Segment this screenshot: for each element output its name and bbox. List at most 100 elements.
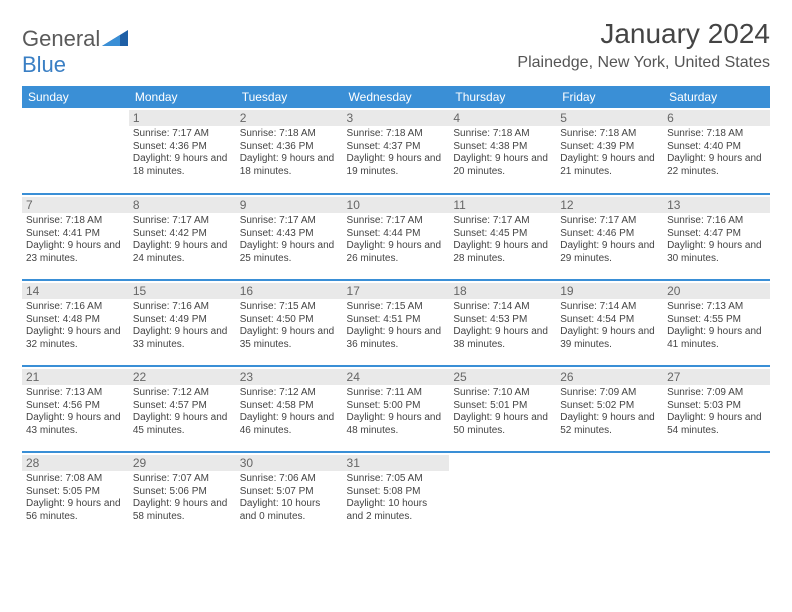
day-cell: 22Sunrise: 7:12 AMSunset: 4:57 PMDayligh… <box>129 366 236 452</box>
day-cell <box>22 108 129 194</box>
day-header: Wednesday <box>343 86 450 108</box>
day-number: 18 <box>449 283 556 299</box>
sunrise-text: Sunrise: 7:09 AM <box>667 387 766 400</box>
day-number: 28 <box>22 455 129 471</box>
day-cell: 29Sunrise: 7:07 AMSunset: 5:06 PMDayligh… <box>129 452 236 538</box>
day-details: Sunrise: 7:16 AMSunset: 4:47 PMDaylight:… <box>667 215 766 265</box>
day-details: Sunrise: 7:17 AMSunset: 4:36 PMDaylight:… <box>133 128 232 178</box>
day-cell: 4Sunrise: 7:18 AMSunset: 4:38 PMDaylight… <box>449 108 556 194</box>
sunset-text: Sunset: 4:48 PM <box>26 314 125 327</box>
day-cell: 9Sunrise: 7:17 AMSunset: 4:43 PMDaylight… <box>236 194 343 280</box>
day-details: Sunrise: 7:11 AMSunset: 5:00 PMDaylight:… <box>347 387 446 437</box>
sunrise-text: Sunrise: 7:13 AM <box>667 301 766 314</box>
daylight-text: Daylight: 9 hours and 33 minutes. <box>133 326 232 351</box>
day-details: Sunrise: 7:18 AMSunset: 4:39 PMDaylight:… <box>560 128 659 178</box>
daylight-text: Daylight: 9 hours and 43 minutes. <box>26 412 125 437</box>
day-details: Sunrise: 7:18 AMSunset: 4:37 PMDaylight:… <box>347 128 446 178</box>
sunset-text: Sunset: 4:41 PM <box>26 228 125 241</box>
day-cell: 12Sunrise: 7:17 AMSunset: 4:46 PMDayligh… <box>556 194 663 280</box>
sunrise-text: Sunrise: 7:16 AM <box>133 301 232 314</box>
sunrise-text: Sunrise: 7:17 AM <box>347 215 446 228</box>
sunset-text: Sunset: 5:05 PM <box>26 486 125 499</box>
day-number: 5 <box>556 110 663 126</box>
day-details: Sunrise: 7:09 AMSunset: 5:03 PMDaylight:… <box>667 387 766 437</box>
day-details: Sunrise: 7:17 AMSunset: 4:43 PMDaylight:… <box>240 215 339 265</box>
day-number: 30 <box>236 455 343 471</box>
week-row: 14Sunrise: 7:16 AMSunset: 4:48 PMDayligh… <box>22 280 770 366</box>
day-details: Sunrise: 7:08 AMSunset: 5:05 PMDaylight:… <box>26 473 125 523</box>
sunrise-text: Sunrise: 7:08 AM <box>26 473 125 486</box>
day-cell <box>556 452 663 538</box>
sunset-text: Sunset: 4:44 PM <box>347 228 446 241</box>
day-number: 8 <box>129 197 236 213</box>
calendar-table: Sunday Monday Tuesday Wednesday Thursday… <box>22 86 770 538</box>
daylight-text: Daylight: 10 hours and 0 minutes. <box>240 498 339 523</box>
day-details: Sunrise: 7:16 AMSunset: 4:48 PMDaylight:… <box>26 301 125 351</box>
sunset-text: Sunset: 4:51 PM <box>347 314 446 327</box>
daylight-text: Daylight: 9 hours and 22 minutes. <box>667 153 766 178</box>
day-cell: 16Sunrise: 7:15 AMSunset: 4:50 PMDayligh… <box>236 280 343 366</box>
daylight-text: Daylight: 9 hours and 54 minutes. <box>667 412 766 437</box>
sunrise-text: Sunrise: 7:18 AM <box>560 128 659 141</box>
daylight-text: Daylight: 9 hours and 30 minutes. <box>667 240 766 265</box>
header: General Blue January 2024 Plainedge, New… <box>22 18 770 78</box>
day-cell: 19Sunrise: 7:14 AMSunset: 4:54 PMDayligh… <box>556 280 663 366</box>
sunset-text: Sunset: 5:01 PM <box>453 400 552 413</box>
day-cell: 6 Sunrise: 7:18 AMSunset: 4:40 PMDaylight… <box>663 108 770 194</box>
sunrise-text: Sunrise: 7:10 AM <box>453 387 552 400</box>
sunset-text: Sunset: 5:02 PM <box>560 400 659 413</box>
daylight-text: Daylight: 9 hours and 45 minutes. <box>133 412 232 437</box>
logo-triangle-icon <box>102 30 128 46</box>
day-cell: 2 Sunrise: 7:18 AMSunset: 4:36 PMDaylight… <box>236 108 343 194</box>
sunset-text: Sunset: 5:08 PM <box>347 486 446 499</box>
day-details: Sunrise: 7:17 AMSunset: 4:44 PMDaylight:… <box>347 215 446 265</box>
day-details: Sunrise: 7:18 AMSunset: 4:36 PMDaylight:… <box>240 128 339 178</box>
day-details: Sunrise: 7:18 AMSunset: 4:40 PMDaylight:… <box>667 128 766 178</box>
day-number: 6 <box>663 110 770 126</box>
daylight-text: Daylight: 9 hours and 50 minutes. <box>453 412 552 437</box>
day-details: Sunrise: 7:18 AMSunset: 4:38 PMDaylight:… <box>453 128 552 178</box>
daylight-text: Daylight: 9 hours and 24 minutes. <box>133 240 232 265</box>
sunset-text: Sunset: 4:56 PM <box>26 400 125 413</box>
day-cell: 25 Sunrise: 7:10 AMSunset: 5:01 PMDayligh… <box>449 366 556 452</box>
day-details: Sunrise: 7:15 AMSunset: 4:50 PMDaylight:… <box>240 301 339 351</box>
day-details: Sunrise: 7:13 AMSunset: 4:55 PMDaylight:… <box>667 301 766 351</box>
day-details: Sunrise: 7:16 AMSunset: 4:49 PMDaylight:… <box>133 301 232 351</box>
week-row: 21Sunrise: 7:13 AMSunset: 4:56 PMDayligh… <box>22 366 770 452</box>
daylight-text: Daylight: 9 hours and 38 minutes. <box>453 326 552 351</box>
logo-text: General Blue <box>22 26 128 78</box>
day-cell: 7Sunrise: 7:18 AMSunset: 4:41 PMDaylight… <box>22 194 129 280</box>
daylight-text: Daylight: 10 hours and 2 minutes. <box>347 498 446 523</box>
sunset-text: Sunset: 4:55 PM <box>667 314 766 327</box>
sunrise-text: Sunrise: 7:15 AM <box>240 301 339 314</box>
day-header: Monday <box>129 86 236 108</box>
day-cell: 24 Sunrise: 7:11 AMSunset: 5:00 PMDayligh… <box>343 366 450 452</box>
day-cell: 23Sunrise: 7:12 AMSunset: 4:58 PMDayligh… <box>236 366 343 452</box>
daylight-text: Daylight: 9 hours and 19 minutes. <box>347 153 446 178</box>
day-details: Sunrise: 7:17 AMSunset: 4:45 PMDaylight:… <box>453 215 552 265</box>
day-header: Saturday <box>663 86 770 108</box>
day-cell <box>449 452 556 538</box>
sunrise-text: Sunrise: 7:18 AM <box>240 128 339 141</box>
sunset-text: Sunset: 5:07 PM <box>240 486 339 499</box>
day-number: 2 <box>236 110 343 126</box>
daylight-text: Daylight: 9 hours and 26 minutes. <box>347 240 446 265</box>
day-details: Sunrise: 7:10 AMSunset: 5:01 PMDaylight:… <box>453 387 552 437</box>
day-cell <box>663 452 770 538</box>
logo: General Blue <box>22 26 128 78</box>
day-number: 1 <box>129 110 236 126</box>
location-text: Plainedge, New York, United States <box>517 54 770 72</box>
daylight-text: Daylight: 9 hours and 23 minutes. <box>26 240 125 265</box>
daylight-text: Daylight: 9 hours and 36 minutes. <box>347 326 446 351</box>
sunrise-text: Sunrise: 7:15 AM <box>347 301 446 314</box>
day-header: Friday <box>556 86 663 108</box>
sunrise-text: Sunrise: 7:09 AM <box>560 387 659 400</box>
day-details: Sunrise: 7:14 AMSunset: 4:53 PMDaylight:… <box>453 301 552 351</box>
day-number: 29 <box>129 455 236 471</box>
day-number: 24 <box>343 369 450 385</box>
sunrise-text: Sunrise: 7:17 AM <box>240 215 339 228</box>
sunrise-text: Sunrise: 7:12 AM <box>133 387 232 400</box>
day-number: 25 <box>449 369 556 385</box>
day-number: 15 <box>129 283 236 299</box>
day-cell: 31Sunrise: 7:05 AMSunset: 5:08 PMDayligh… <box>343 452 450 538</box>
